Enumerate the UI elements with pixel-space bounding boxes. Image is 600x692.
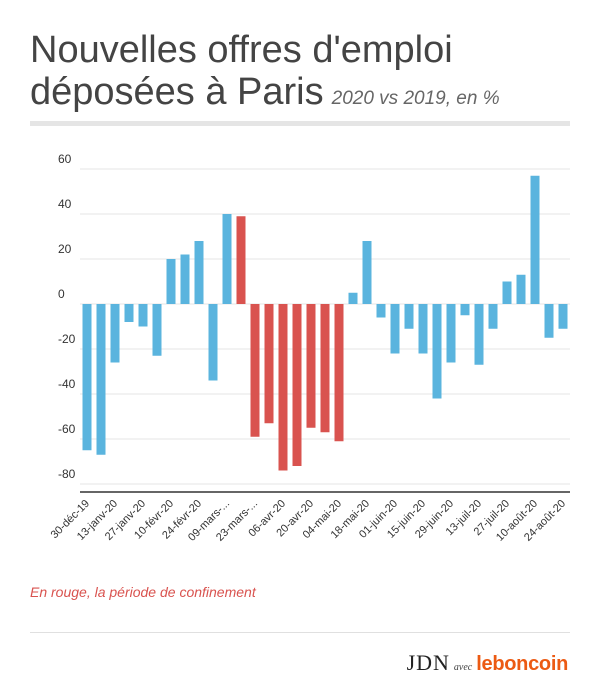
avec-text: avec xyxy=(453,662,473,673)
y-tick-label: 40 xyxy=(58,197,72,211)
bar xyxy=(278,304,288,471)
bar xyxy=(264,304,274,424)
bar xyxy=(390,304,400,354)
chart-title-line-2: déposées à Paris 2020 vs 2019, en % xyxy=(30,70,500,121)
bar xyxy=(376,304,386,318)
bar xyxy=(194,241,204,304)
bar xyxy=(250,304,260,437)
y-tick-label: -60 xyxy=(58,422,76,436)
y-tick-label: 60 xyxy=(58,152,72,166)
bar xyxy=(460,304,470,316)
bar xyxy=(488,304,498,329)
bar xyxy=(138,304,148,327)
bar xyxy=(166,259,176,304)
footer-divider xyxy=(30,632,570,633)
bar xyxy=(418,304,428,354)
bar xyxy=(432,304,442,399)
bar xyxy=(82,304,92,451)
footer-logos: JDN avec leboncoin xyxy=(406,650,569,680)
bar xyxy=(236,216,246,304)
header-divider xyxy=(30,121,570,126)
chart-title-text: déposées à Paris xyxy=(30,71,324,113)
confinement-note: En rouge, la période de confinement xyxy=(30,584,256,600)
bar xyxy=(292,304,302,466)
bar xyxy=(222,214,232,304)
bar xyxy=(124,304,134,322)
bar xyxy=(180,254,190,304)
bar xyxy=(348,292,358,304)
bar xyxy=(446,304,456,363)
bar xyxy=(306,304,316,428)
bar xyxy=(320,304,330,433)
bar xyxy=(558,304,568,329)
bar xyxy=(362,241,372,304)
bar xyxy=(530,175,540,304)
bar xyxy=(516,274,526,304)
y-tick-label: 20 xyxy=(58,242,72,256)
bar-chart: 6040200-20-40-60-8030-déc-1913-janv-2027… xyxy=(49,152,570,544)
jdn-logo: JDN xyxy=(406,650,450,675)
leboncoin-logo: leboncoin xyxy=(476,653,568,675)
bar xyxy=(110,304,120,363)
bar xyxy=(474,304,484,365)
bar xyxy=(502,281,512,304)
chart-title-line-1: Nouvelles offres d'emploi xyxy=(30,29,453,71)
bar xyxy=(334,304,344,442)
y-tick-label: -40 xyxy=(58,377,76,391)
chart-subtitle: 2020 vs 2019, en % xyxy=(331,88,500,109)
bar xyxy=(404,304,414,329)
bar xyxy=(544,304,554,338)
y-tick-label: 0 xyxy=(58,287,65,301)
bar xyxy=(208,304,218,381)
bar xyxy=(152,304,162,356)
y-tick-label: -20 xyxy=(58,332,76,346)
y-tick-label: -80 xyxy=(58,467,76,481)
bar xyxy=(96,304,106,455)
